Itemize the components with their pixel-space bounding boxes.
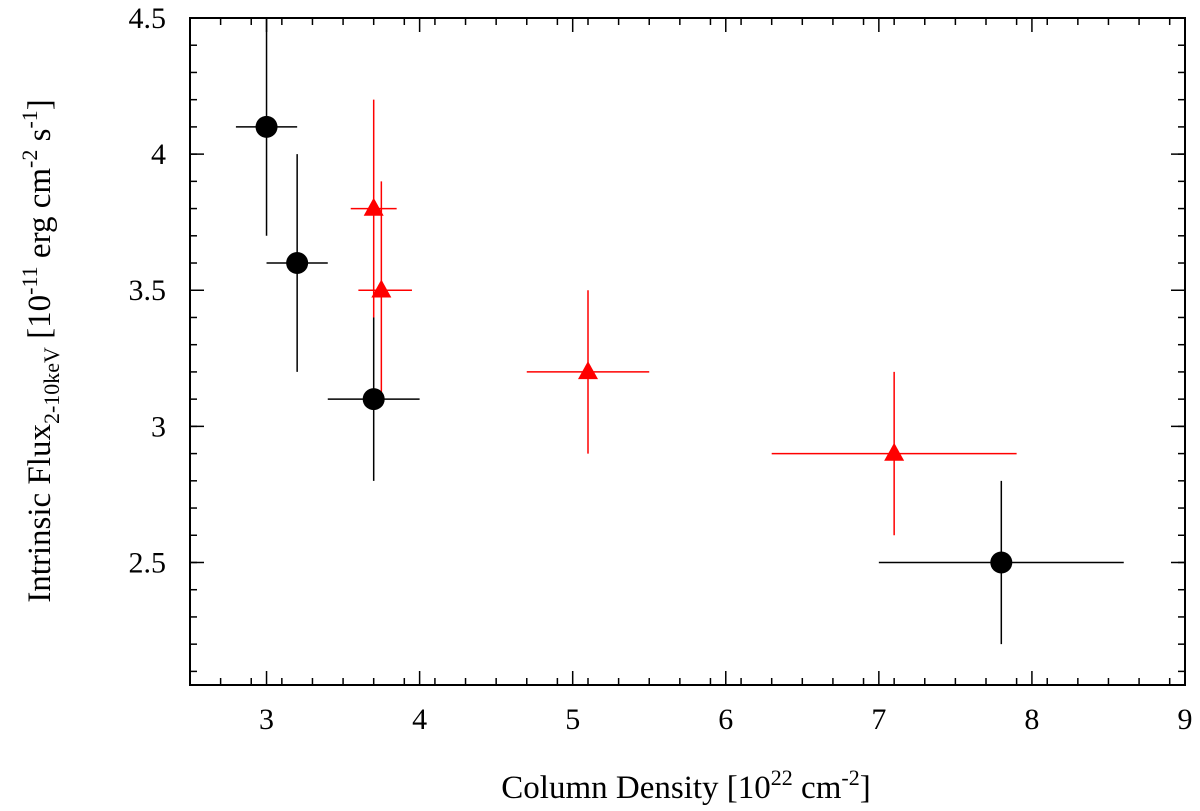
y-tick-label: 3.5 [129,274,167,307]
y-axis-label: Intrinsic Flux2-10keV [10-11 erg cm-2 s-… [17,99,64,603]
triangle-marker [371,279,392,298]
circle-marker [362,388,385,411]
circle-marker [255,115,278,138]
y-tick-label: 3 [151,410,166,443]
triangle-marker [363,197,384,216]
x-tick-label: 6 [718,703,733,736]
triangle-marker [578,361,598,380]
circle-marker [990,551,1013,574]
x-axis-label: Column Density [1022 cm-2] [501,765,870,806]
x-tick-label: 8 [1024,703,1039,736]
y-tick-label: 2.5 [129,546,167,579]
x-tick-label: 7 [871,703,886,736]
circle-marker [286,252,309,275]
x-tick-label: 3 [259,703,274,736]
x-tick-label: 5 [565,703,580,736]
y-tick-label: 4 [151,138,166,171]
tick-marks [189,17,1186,685]
y-tick-label: 4.5 [129,2,167,35]
data-markers [255,115,1013,574]
tick-labels: 3 4 5 6 7 8 9 2.5 3 3.5 4 4.5 [129,2,1193,736]
x-tick-label: 9 [1178,703,1193,736]
error-bars [235,18,1124,645]
x-tick-label: 4 [412,703,427,736]
plot-frame [189,17,1186,686]
triangle-marker [884,442,905,461]
